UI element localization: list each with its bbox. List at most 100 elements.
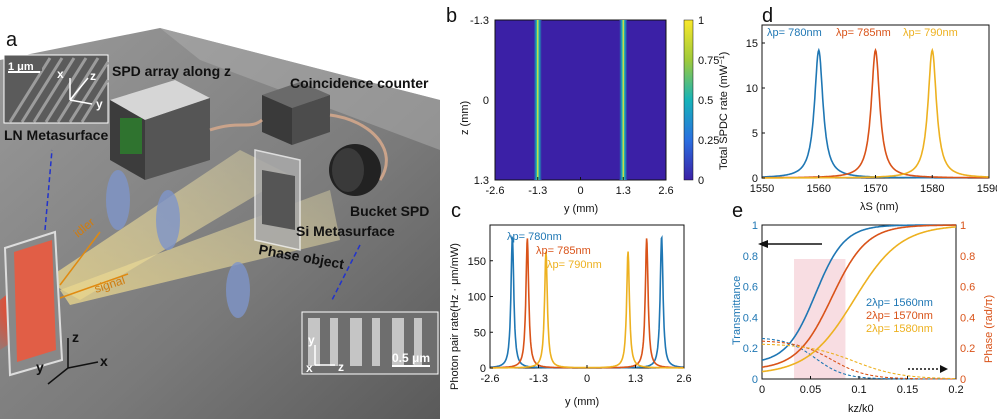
plot-e-ytick: 0	[752, 374, 758, 386]
plot-e-ytick-right: 0.2	[960, 343, 975, 355]
axis-x-main: x	[100, 353, 108, 369]
arrow-left-head	[758, 240, 768, 248]
heatmap-line-right	[619, 20, 628, 180]
plot-e-xtick: 0.15	[897, 384, 918, 396]
label-bucket-spd: Bucket SPD	[350, 203, 429, 219]
inset2-axis-y: y	[308, 333, 315, 347]
plot-e-xlabel: kz/k0	[848, 403, 874, 415]
transmittance-line-1	[761, 224, 956, 368]
axis-z-main: z	[72, 329, 79, 345]
arrow-right-head	[940, 365, 948, 373]
plot-e-legend-0: 2λp= 1560nm	[866, 297, 933, 309]
plot-d-xtick: 1570	[863, 183, 887, 195]
plot-e-legend-1: 2λp= 1570nm	[866, 310, 933, 322]
heatmap-ytick: 0	[483, 95, 489, 107]
si-metasurface	[254, 149, 301, 251]
heatmap-xtick: -1.3	[528, 185, 547, 197]
plot-e-xtick: 0	[759, 384, 765, 396]
plot-c-xtick: -1.3	[529, 373, 548, 385]
heatmap-xtick: 0	[577, 185, 583, 197]
plot-e-ytick: 0.4	[743, 312, 758, 324]
photon-rate-line-0	[490, 234, 684, 369]
plot-e-ytick: 0.6	[743, 282, 758, 294]
colorbar	[683, 19, 694, 181]
colorbar-tick: 0.25	[698, 135, 719, 147]
colorbar-tick: 1	[698, 15, 704, 27]
phase-line-0	[762, 337, 956, 380]
plot-c-ytick: 50	[474, 327, 486, 339]
plot-d-xtick: 1580	[920, 183, 944, 195]
lens-3	[226, 262, 250, 318]
heatmap-xtick: 2.6	[658, 185, 673, 197]
plot-d-legend-0: λp= 780nm	[767, 27, 822, 39]
panel-letter-a: a	[6, 29, 18, 51]
plot-d-ytick: 0	[752, 173, 758, 185]
plot-c-xtick: 0	[584, 373, 590, 385]
plot-c-legend-1: λp= 785nm	[536, 245, 591, 257]
coincidence-counter-box	[262, 82, 330, 145]
plot-d-legend-1: λp= 785nm	[836, 27, 891, 39]
heatmap-area	[494, 19, 667, 181]
sem-inset-bottom: y x z 0.5 μm	[301, 311, 439, 375]
spdc-rate-line-0	[762, 47, 989, 179]
panel-letter-b: b	[446, 5, 457, 27]
plot-e-ytick-right: 0.8	[960, 251, 975, 263]
axis-y-main: y	[36, 359, 44, 375]
plot-c-ylabel: Photon pair rate(Hz · μm/mW)	[449, 243, 461, 390]
bucket-spd	[329, 144, 381, 196]
plot-e-ytick-right: 0.6	[960, 282, 975, 294]
sem-inset-top: 1 μm x z y	[3, 54, 110, 124]
heatmap-xtick: -2.6	[486, 185, 505, 197]
photon-rate-line-1	[490, 238, 684, 369]
panel-letter-e: e	[732, 200, 743, 222]
plot-c-legend-0: λp= 780nm	[507, 231, 562, 243]
scale-bar-top: 1 μm	[8, 61, 34, 73]
inset-axis-x: x	[57, 67, 64, 81]
heatmap-ytick: 1.3	[474, 175, 489, 187]
plot-d-xlabel: λS (nm)	[860, 201, 899, 213]
panel-e: e 0 0.05 0.1 0.15 0.2 00.20.40.60.81 00.20.4…	[731, 200, 995, 415]
plot-d-legend-2: λp= 790nm	[903, 27, 958, 39]
plot-e-ytick-right: 1	[960, 220, 966, 232]
heatmap-ylabel: z (mm)	[459, 101, 471, 135]
plot-e-ytick: 1	[752, 220, 758, 232]
plot-d-ytick: 15	[746, 38, 758, 50]
plot-d-ylabel: Total SPDC rate (mW⁻¹)	[718, 52, 730, 170]
plot-e-legend-2: 2λp= 1580nm	[866, 323, 933, 335]
plot-d-xtick: 1560	[807, 183, 831, 195]
plot-c-ytick: 100	[468, 292, 486, 304]
panel-a: a 1 μm x z y LN Metasurface	[0, 0, 440, 419]
plot-c-xtick: 1.3	[628, 373, 643, 385]
heatmap-xlabel: y (mm)	[564, 203, 598, 215]
plot-e-ylabel: Transmittance	[731, 276, 743, 345]
phase-line-2	[761, 343, 957, 380]
spd-array-box	[110, 80, 210, 180]
plot-e-ytick: 0.2	[743, 343, 758, 355]
label-spd-array: SPD array along z	[112, 63, 231, 79]
colorbar-tick: 0.5	[698, 95, 713, 107]
inset2-axis-x: x	[306, 361, 313, 375]
inset-axis-y: y	[96, 97, 103, 111]
label-coincidence: Coincidence counter	[290, 75, 429, 91]
plot-d-ytick: 5	[752, 128, 758, 140]
plot-c-ytick: 0	[480, 363, 486, 375]
pointer-si	[331, 244, 361, 301]
plot-c-ytick: 150	[468, 256, 486, 268]
colorbar-tick: 0.75	[698, 55, 719, 67]
heatmap-line-left	[533, 20, 542, 180]
pointer-ln	[44, 149, 53, 231]
plot-e-xtick: 0.05	[800, 384, 821, 396]
plot-e-ylabel-right: Phase (rad/π)	[983, 295, 995, 363]
plot-c-xlabel: y (mm)	[565, 396, 599, 408]
plot-d-ytick: 10	[746, 83, 758, 95]
scale-bar-bottom: 0.5 μm	[392, 351, 430, 365]
plot-e-xtick: 0.1	[851, 384, 866, 396]
plot-e-xtick: 0.2	[948, 384, 963, 396]
plot-c-legend-2: λp= 790nm	[547, 259, 602, 271]
transmittance-line-2	[761, 226, 956, 373]
colorbar-tick: 0	[698, 175, 704, 187]
inset2-axis-z: z	[338, 360, 344, 374]
